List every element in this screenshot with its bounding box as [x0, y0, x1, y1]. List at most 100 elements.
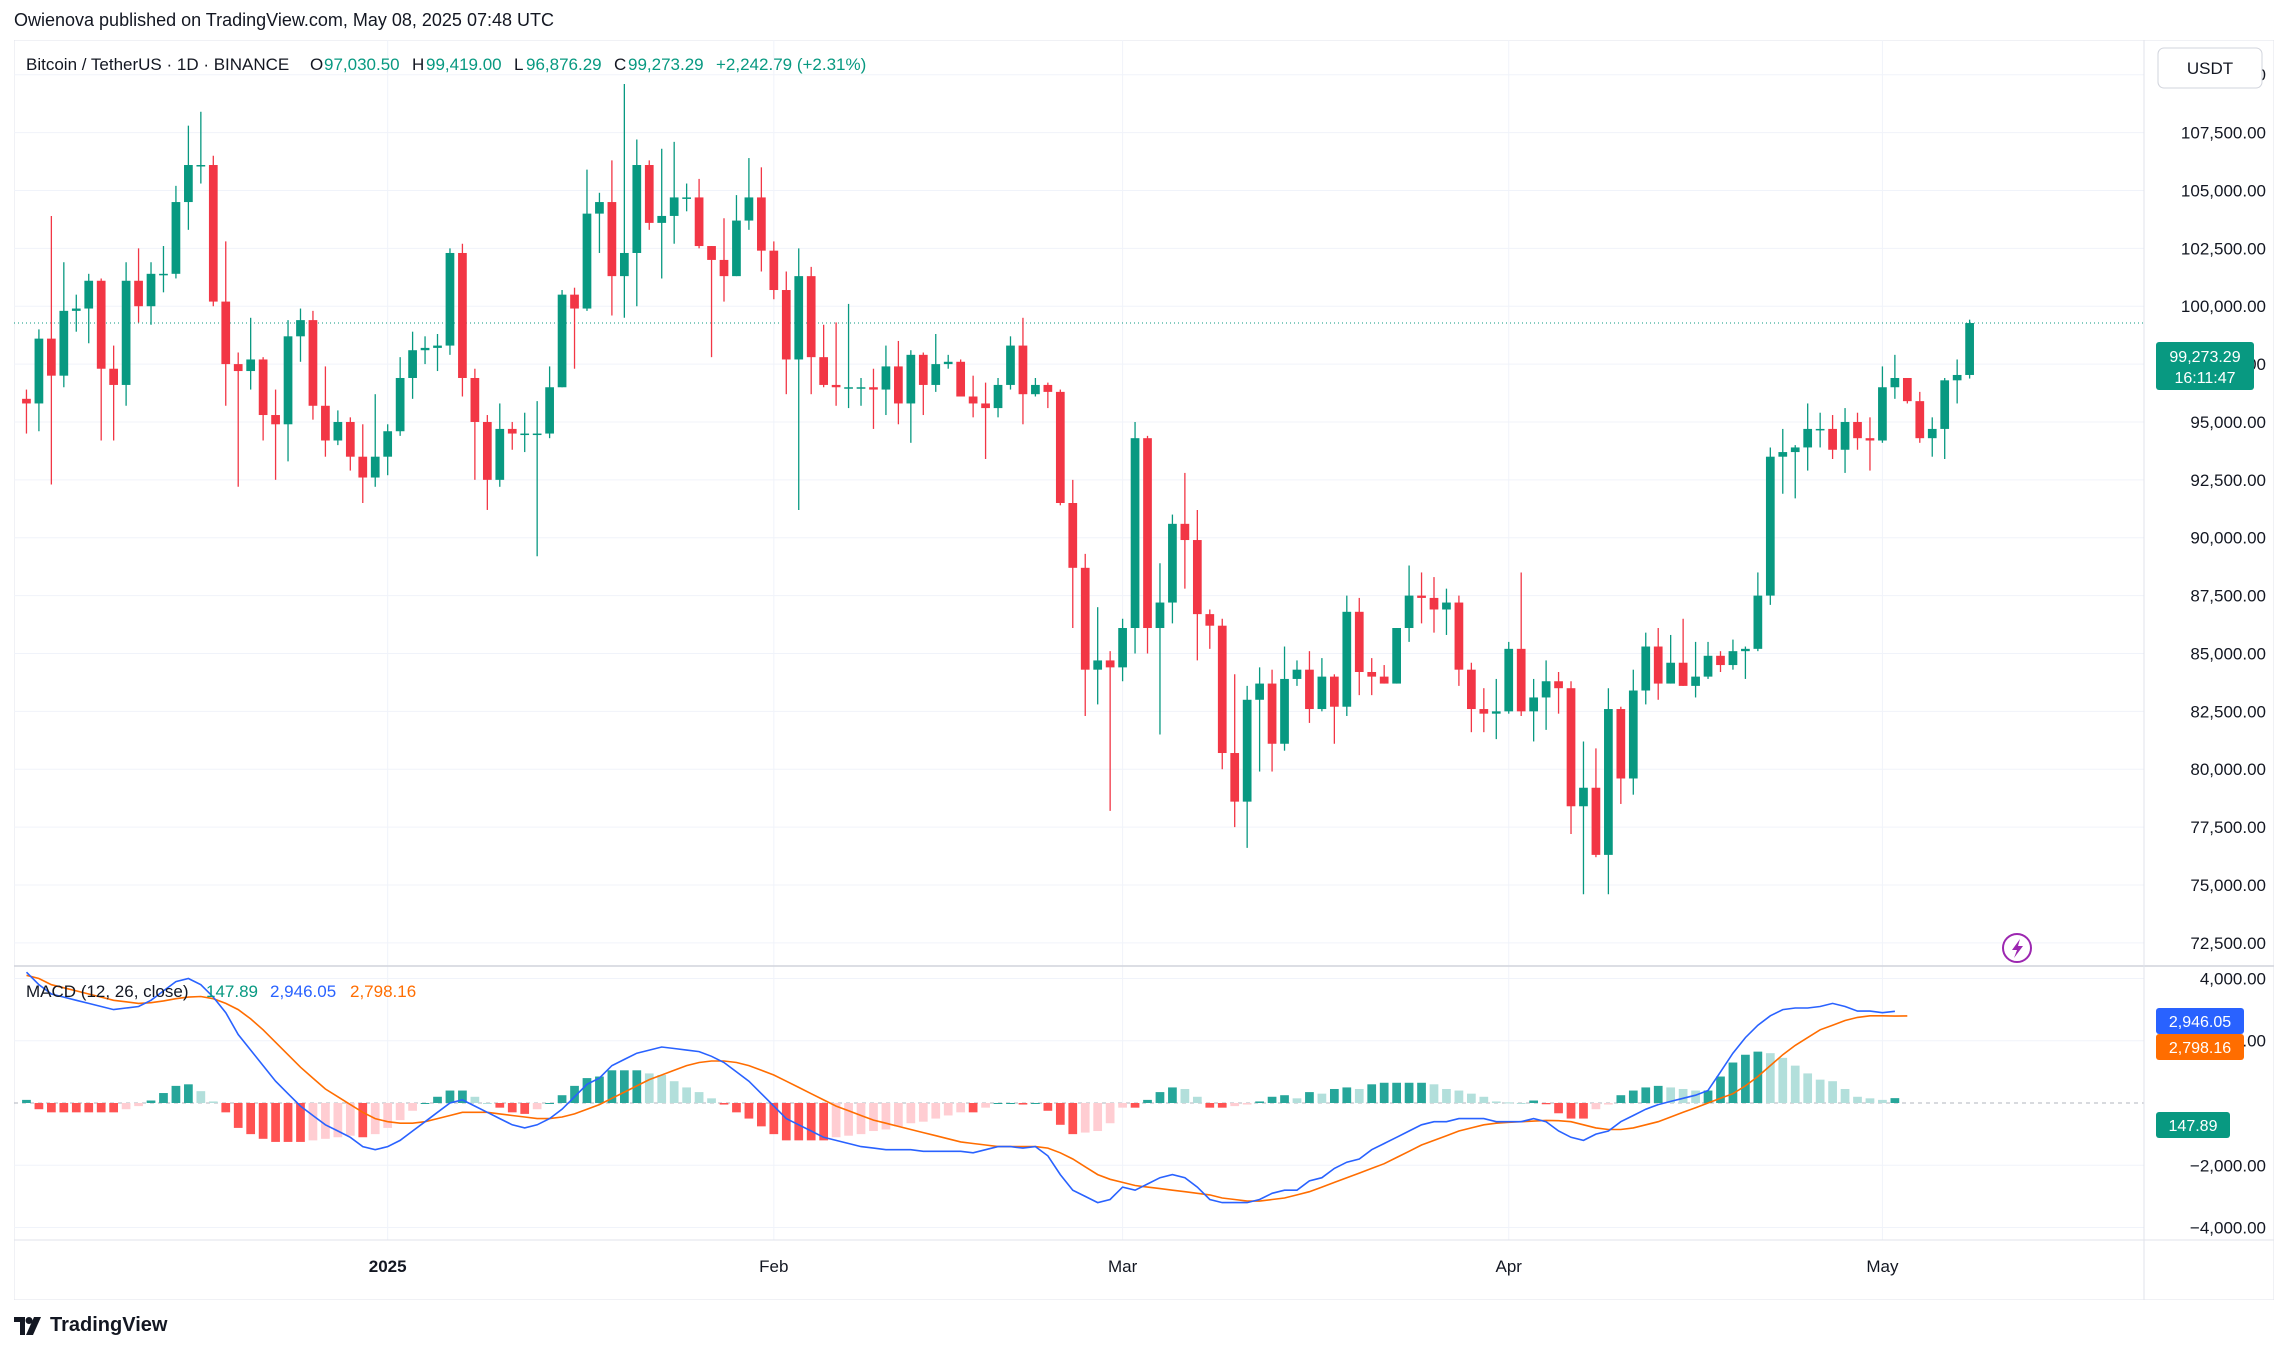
candle-body [47, 338, 56, 376]
candle-body [732, 220, 741, 277]
svg-text:147.89: 147.89 [2169, 1118, 2218, 1135]
lightning-icon[interactable] [2002, 933, 2032, 963]
candle-body [1192, 540, 1202, 615]
candle-body [1940, 380, 1950, 429]
candle-body [644, 165, 654, 223]
macd-histogram-bar [47, 1103, 56, 1113]
macd-histogram-bar [1080, 1103, 1090, 1133]
macd-histogram-bar [869, 1103, 878, 1132]
candle-body [1541, 681, 1551, 698]
candle-body [1965, 323, 1974, 375]
macd-histogram-bar [308, 1103, 318, 1141]
macd-histogram-bar [1292, 1098, 1302, 1103]
candle-body [458, 252, 467, 378]
candle-body [507, 428, 517, 434]
macd-histogram-bar [1130, 1103, 1140, 1108]
macd-line-value: 2,946.05 [270, 982, 336, 1001]
candle-body [96, 280, 106, 369]
macd-histogram-bar [34, 1103, 44, 1110]
candle-body [283, 336, 293, 425]
candle-body [1741, 648, 1750, 652]
currency-button[interactable]: USDT [2157, 47, 2263, 89]
macd-histogram-bar [1840, 1088, 1850, 1103]
candle-body [1703, 655, 1713, 677]
price-tick-label: 90,000.00 [2190, 529, 2266, 548]
candle-body [781, 290, 791, 360]
macd-histogram-bar [781, 1103, 791, 1141]
macd-histogram-bar [383, 1103, 393, 1128]
macd-histogram-bar [1666, 1087, 1676, 1103]
macd-histogram-bar [196, 1091, 206, 1103]
macd-histogram-bar [159, 1093, 168, 1103]
macd-histogram-bar [1205, 1103, 1215, 1108]
macd-histogram-bar [1741, 1054, 1750, 1103]
macd-histogram-bar [595, 1076, 604, 1103]
macd-histogram-bar [657, 1074, 667, 1103]
brand-footer[interactable]: TradingView [14, 1314, 167, 1337]
macd-histogram-bar [470, 1096, 480, 1103]
macd-histogram-bar [1118, 1103, 1127, 1108]
macd-histogram-bar [1242, 1103, 1252, 1105]
candle-body [906, 354, 916, 404]
candle-body [1728, 651, 1738, 666]
macd-histogram-bar [1367, 1084, 1377, 1103]
candle-body [1255, 683, 1264, 700]
candle-body [296, 320, 305, 337]
candle-body [1691, 676, 1700, 686]
price-tick-label: 107,500.00 [2181, 124, 2266, 143]
price-tick-label: 100,000.00 [2181, 297, 2266, 316]
macd-histogram-bar [582, 1078, 592, 1103]
candle-body [420, 347, 430, 351]
candle-body [968, 396, 978, 404]
publisher-line: Owienova published on TradingView.com, M… [14, 10, 554, 30]
candle-body [1467, 669, 1476, 710]
candle-body [1641, 646, 1651, 691]
candle-body [1753, 595, 1763, 649]
macd-histogram-bar [794, 1103, 804, 1141]
macd-histogram-bar [1641, 1087, 1651, 1103]
candle-body [582, 213, 592, 309]
macd-histogram-bar [395, 1103, 405, 1121]
candlestick-chart[interactable]: 110,000.00107,500.00105,000.00102,500.00… [13, 39, 2275, 1301]
candle-body [246, 359, 256, 372]
price-tick-label: 87,500.00 [2190, 587, 2266, 606]
macd-histogram-bar [719, 1103, 729, 1105]
candle-body [408, 350, 417, 378]
macd-histogram-bar [1828, 1081, 1837, 1103]
macd-title[interactable]: MACD (12, 26, close) [26, 982, 189, 1001]
time-tick-label: Feb [759, 1257, 788, 1276]
close-value: 99,273.29 [628, 55, 704, 74]
candle-body [557, 294, 567, 388]
macd-histogram-bar [1180, 1088, 1190, 1103]
candle-body [694, 197, 704, 247]
candle-body [1516, 648, 1526, 712]
candle-body [196, 165, 206, 167]
symbol-name[interactable]: Bitcoin / TetherUS · 1D · BINANCE [26, 55, 289, 74]
macd-tick-label: −4,000.00 [2190, 1219, 2266, 1238]
macd-histogram-bar [1790, 1065, 1800, 1103]
macd-histogram-bar [806, 1103, 816, 1141]
macd-histogram-bar [1018, 1103, 1028, 1105]
macd-histogram-bar [1516, 1103, 1526, 1104]
candle-body [1554, 681, 1563, 689]
price-tick-label: 85,000.00 [2190, 644, 2266, 663]
macd-histogram-bar [59, 1103, 69, 1113]
candle-body [1628, 690, 1638, 779]
chart-frame[interactable]: 110,000.00107,500.00105,000.00102,500.00… [13, 39, 2275, 1301]
candle-body [1604, 709, 1613, 855]
macd-histogram-bar [1105, 1103, 1115, 1124]
macd-histogram-bar [184, 1084, 193, 1103]
macd-histogram-bar [433, 1096, 442, 1103]
candle-body [1180, 523, 1190, 541]
candle-body [769, 250, 779, 291]
macd-histogram-bar [1043, 1103, 1053, 1111]
candle-body [470, 377, 480, 422]
candle-body [595, 202, 604, 214]
svg-text:2,798.16: 2,798.16 [2169, 1040, 2231, 1057]
macd-histogram-bar [1143, 1099, 1152, 1103]
candle-body [495, 428, 505, 480]
macd-histogram-bar [1429, 1084, 1439, 1103]
macd-histogram-bar [96, 1103, 106, 1113]
open-value: 97,030.50 [324, 55, 400, 74]
time-tick-label: Mar [1108, 1257, 1138, 1276]
